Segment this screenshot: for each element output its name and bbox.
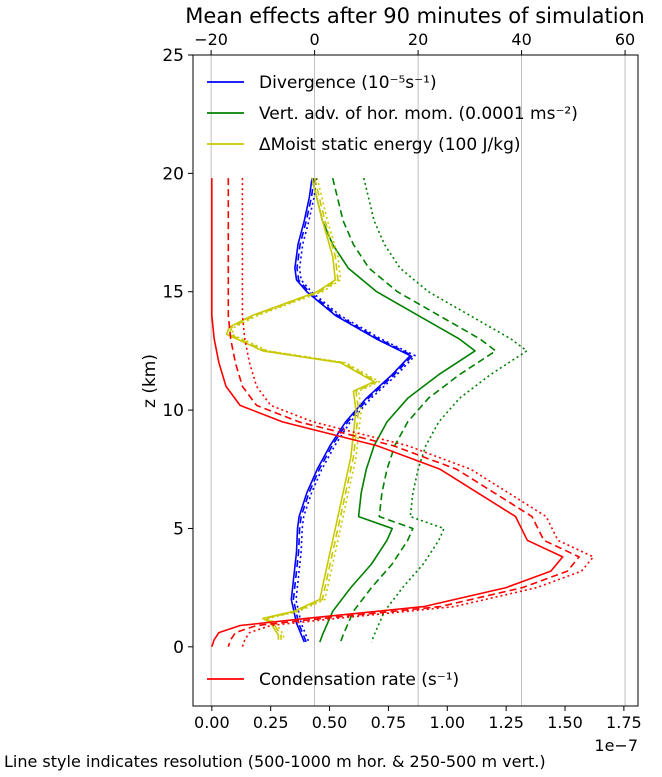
tick-label-bottom: 0.00 (194, 713, 230, 732)
tick-label-y: 10 (162, 401, 184, 421)
legend-top: Divergence (10⁻⁵s⁻¹) Vert. adv. of hor. m… (207, 73, 578, 155)
series-0-dashed-line (292, 177, 414, 643)
legend-label: Vert. adv. of hor. mom. (0.0001 ms⁻²) (259, 104, 578, 124)
plot-area-frame (192, 54, 639, 707)
legend-bottom: Condensation rate (s⁻¹) (207, 670, 459, 690)
tick-label-y: 0 (173, 638, 184, 658)
footer-note: Line style indicates resolution (500-100… (4, 752, 546, 771)
series-0-solid-line (290, 177, 412, 643)
tick-label-top: −20 (194, 30, 228, 49)
series-1-dashed-line (331, 177, 497, 643)
series-3-dashed-line (227, 178, 580, 648)
tick-label-bottom: 1.75 (606, 713, 642, 732)
chart-title: Mean effects after 90 minutes of simulat… (185, 4, 644, 28)
legend-label: Condensation rate (s⁻¹) (259, 670, 459, 690)
series-2-dashed-line (228, 177, 378, 640)
tick-label-top: 0 (310, 30, 320, 49)
series-1-dotted-line (363, 177, 528, 643)
tick-label-bottom: 0.25 (253, 713, 289, 732)
tick-label-bottom: 1.50 (547, 713, 583, 732)
series-1-solid-line (311, 177, 476, 643)
tick-label-top: 40 (511, 30, 531, 49)
y-axis-label: z (km) (140, 354, 160, 408)
legend-label: Divergence (10⁻⁵s⁻¹) (259, 73, 437, 93)
series-lines (211, 177, 595, 648)
tick-label-y: 5 (173, 519, 184, 539)
tick-label-top: 20 (408, 30, 428, 49)
axis-ticks: −20 0 20 40 60 0.00 0.25 0.50 0.75 1.00 1.25 1.50 1.… (162, 30, 641, 732)
tick-label-top: 60 (615, 30, 635, 49)
tick-label-bottom: 0.75 (371, 713, 407, 732)
series-3-solid-line (211, 178, 564, 648)
tick-label-bottom: 1.00 (429, 713, 465, 732)
top-axis-gridlines (210, 55, 626, 706)
tick-label-bottom: 1.25 (488, 713, 524, 732)
legend-label: ΔMoist static energy (100 J/kg) (259, 135, 521, 155)
x-axis-offset-label: 1e−7 (594, 736, 638, 755)
series-3-dotted-line (241, 178, 595, 648)
tick-label-y: 20 (162, 164, 184, 184)
tick-label-bottom: 0.50 (312, 713, 348, 732)
series-2-solid-line (225, 177, 375, 640)
tick-label-y: 25 (162, 46, 184, 66)
tick-label-y: 15 (162, 283, 184, 303)
